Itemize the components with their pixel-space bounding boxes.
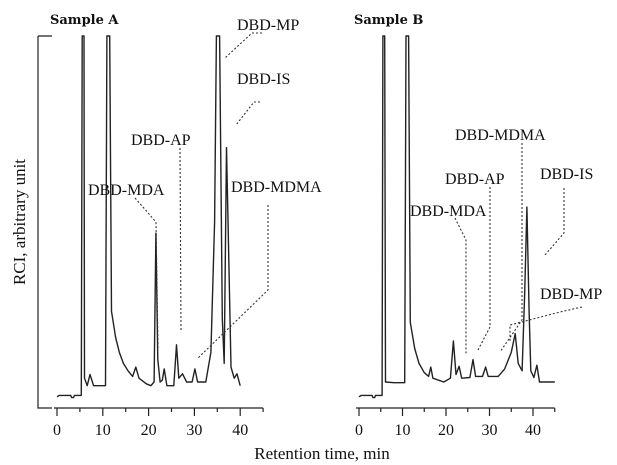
y-axis <box>37 35 52 409</box>
panel-title-sample-a: Sample A <box>50 13 119 28</box>
leader-b-ap <box>477 187 491 351</box>
x-tick-label-a-30: 30 <box>186 422 202 439</box>
peak-label-b-mp: DBD-MP <box>540 286 602 303</box>
leader-b-mp <box>509 306 583 342</box>
leader-a-mp <box>224 32 262 59</box>
leader-a-ap <box>179 147 182 331</box>
peak-label-b-mdma: DBD-MDMA <box>455 127 546 144</box>
x-tick-label-a-20: 20 <box>141 422 157 439</box>
x-axis-sample-a: 0 10 20 30 40 <box>53 407 264 439</box>
panel-title-sample-b: Sample B <box>354 13 423 28</box>
x-axis-sample-b: 0 10 20 30 40 <box>355 407 556 439</box>
x-tick-label-b-10: 10 <box>395 422 411 439</box>
x-tick-label-a-0: 0 <box>53 422 61 439</box>
peak-label-b-ap: DBD-AP <box>445 171 505 188</box>
peak-leader-lines <box>134 32 583 359</box>
leader-b-mda <box>454 217 467 355</box>
peak-label-b-mda: DBD-MDA <box>410 203 487 220</box>
y-axis-title: RCI, arbitrary unit <box>10 159 29 285</box>
leader-b-mdma <box>499 143 523 353</box>
leader-a-is <box>235 101 260 126</box>
chromatogram-trace-sample-a <box>56 35 241 399</box>
peak-label-a-mp: DBD-MP <box>237 17 299 34</box>
peak-label-a-ap: DBD-AP <box>131 132 191 149</box>
peak-label-a-is: DBD-IS <box>237 71 290 88</box>
leader-a-mdma <box>197 205 269 359</box>
peak-label-a-mdma: DBD-MDMA <box>231 179 322 196</box>
x-axis-title: Retention time, min <box>254 444 390 463</box>
leader-b-is <box>544 188 565 256</box>
x-tick-label-b-20: 20 <box>438 422 454 439</box>
x-tick-label-b-30: 30 <box>482 422 498 439</box>
peak-label-a-mda: DBD-MDA <box>88 182 165 199</box>
x-tick-label-b-40: 40 <box>525 422 541 439</box>
x-tick-label-a-40: 40 <box>232 422 248 439</box>
chromatogram-trace-sample-b <box>358 35 555 399</box>
x-tick-label-a-10: 10 <box>95 422 111 439</box>
x-tick-label-b-0: 0 <box>355 422 363 439</box>
peak-label-b-is: DBD-IS <box>540 166 593 183</box>
